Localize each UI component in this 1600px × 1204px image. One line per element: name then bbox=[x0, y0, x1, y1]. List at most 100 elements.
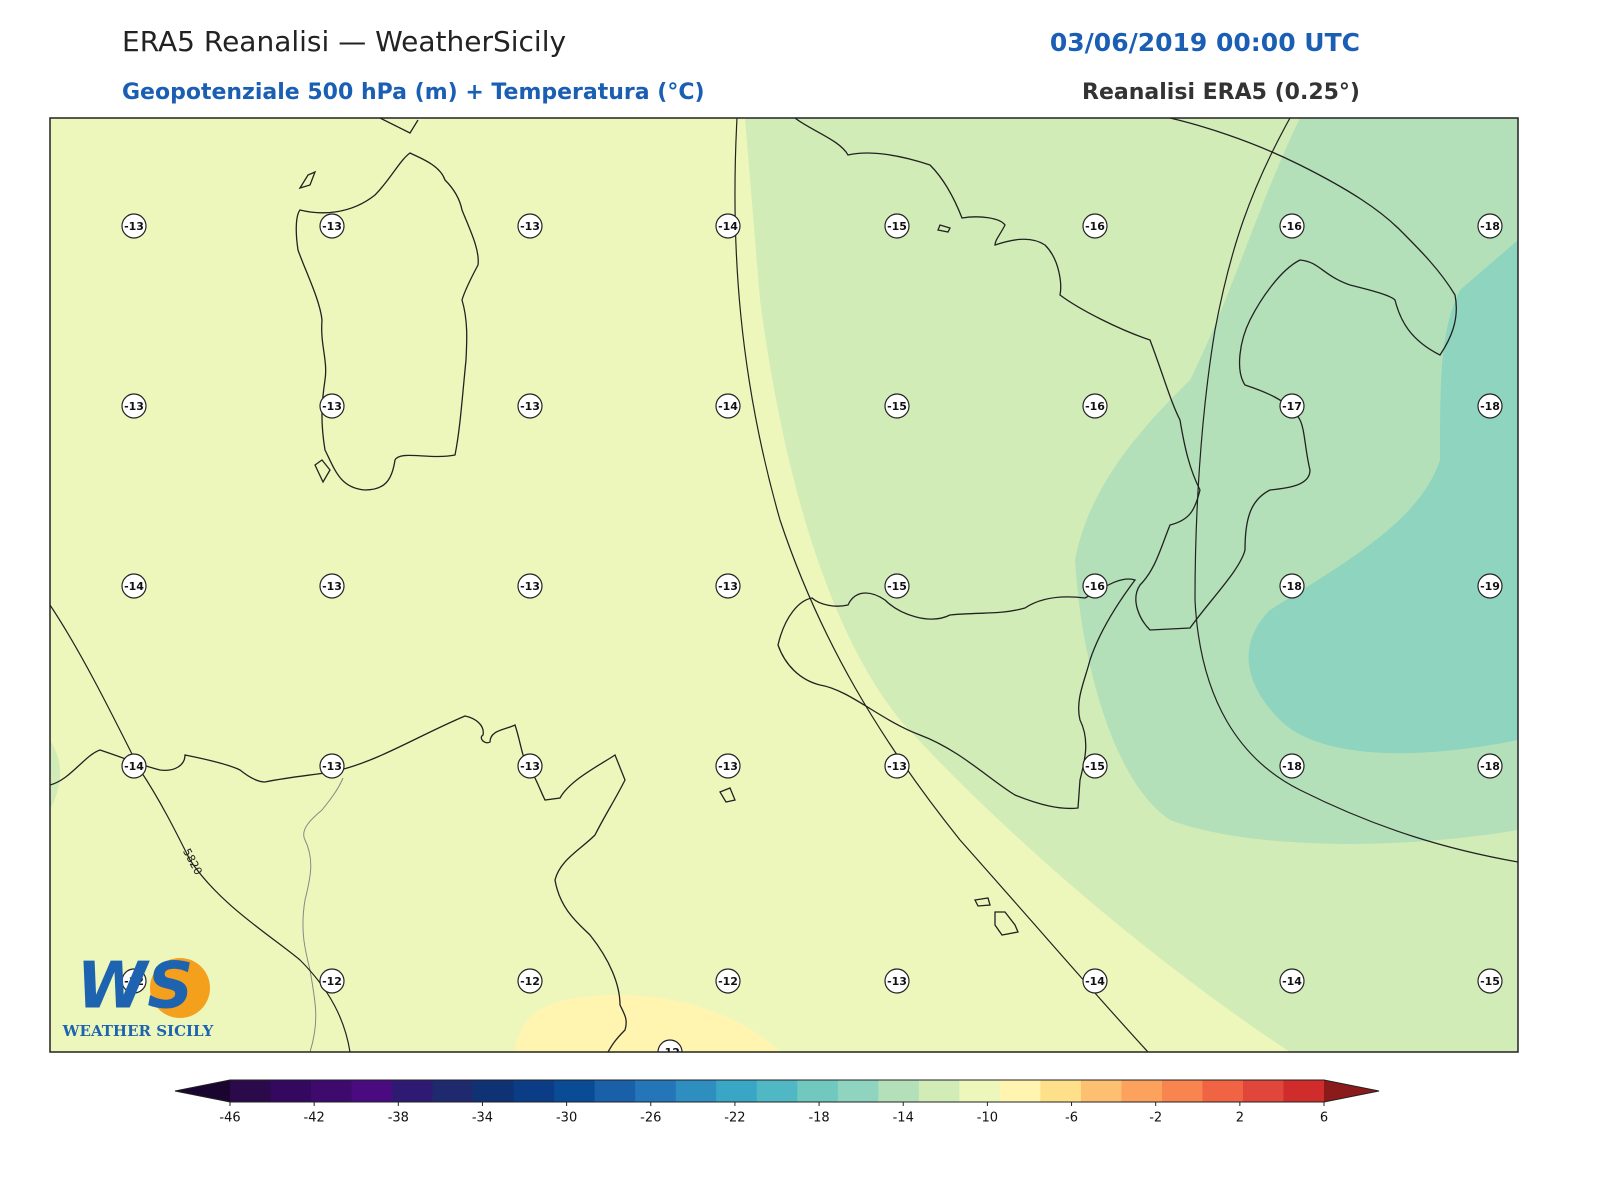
colorbar-segment bbox=[1283, 1080, 1325, 1102]
station-marker bbox=[1082, 968, 1108, 994]
border bbox=[302, 777, 344, 1052]
colorbar-tick-label: -26 bbox=[640, 1111, 661, 1126]
logo: WS WEATHER SICILY bbox=[62, 950, 214, 1040]
colorbar-segment bbox=[392, 1080, 434, 1102]
coast-sardinia bbox=[295, 118, 479, 491]
colorbar-segment bbox=[1161, 1080, 1203, 1102]
station-marker bbox=[319, 393, 345, 419]
station-marker bbox=[1477, 393, 1503, 419]
station-value: -17 bbox=[1282, 400, 1302, 413]
colorbar-tick-label: -10 bbox=[977, 1111, 998, 1126]
shading-edge bbox=[50, 740, 61, 810]
station-marker bbox=[1082, 393, 1108, 419]
station-value: -13 bbox=[322, 760, 342, 773]
contour-line bbox=[734, 118, 1149, 1052]
station-marker bbox=[1082, 213, 1108, 239]
station-marker bbox=[121, 968, 147, 994]
colorbar-segment bbox=[635, 1080, 677, 1102]
colorbar-segment bbox=[270, 1080, 312, 1102]
station-value: -12 bbox=[124, 975, 144, 988]
station-value: -12 bbox=[718, 975, 738, 988]
station-marker bbox=[715, 968, 741, 994]
colorbar-over bbox=[1324, 1080, 1379, 1102]
station-marker bbox=[517, 753, 543, 779]
colorbar-segment bbox=[1202, 1080, 1244, 1102]
station-value: -12 bbox=[322, 975, 342, 988]
station-value: -12 bbox=[520, 975, 540, 988]
station-marker bbox=[1477, 968, 1503, 994]
station-value: -14 bbox=[718, 220, 738, 233]
station-marker bbox=[715, 393, 741, 419]
shading-yellow bbox=[515, 995, 780, 1052]
station-marker bbox=[1279, 573, 1305, 599]
station-value: -14 bbox=[124, 580, 144, 593]
source: Reanalisi ERA5 (0.25°) bbox=[1082, 80, 1360, 105]
colorbar-tick-label: -2 bbox=[1149, 1111, 1162, 1126]
colorbar-segment bbox=[1121, 1080, 1163, 1102]
subtitle: Geopotenziale 500 hPa (m) + Temperatura … bbox=[122, 80, 705, 105]
station-value: -13 bbox=[718, 760, 738, 773]
station-value: -15 bbox=[1480, 975, 1500, 988]
station-value: -13 bbox=[520, 400, 540, 413]
colorbar-segment bbox=[432, 1080, 474, 1102]
station-marker bbox=[121, 213, 147, 239]
station-marker bbox=[1477, 753, 1503, 779]
station-marker bbox=[884, 573, 910, 599]
colorbar-segment bbox=[797, 1080, 839, 1102]
coast-small-islands bbox=[719, 224, 1019, 936]
coast-sicily bbox=[777, 578, 1137, 810]
colorbar-tick-label: -42 bbox=[304, 1111, 325, 1126]
station-value: -16 bbox=[1085, 220, 1105, 233]
station-value: -12 bbox=[660, 1046, 680, 1059]
station-marker bbox=[517, 393, 543, 419]
station-value: -18 bbox=[1480, 760, 1500, 773]
station-marker bbox=[319, 968, 345, 994]
station-marker bbox=[121, 393, 147, 419]
colorbar-segment bbox=[756, 1080, 798, 1102]
station-value: -19 bbox=[1480, 580, 1500, 593]
station-marker bbox=[319, 753, 345, 779]
date: 03/06/2019 00:00 UTC bbox=[1050, 28, 1360, 57]
station-value: -13 bbox=[322, 220, 342, 233]
map-frame bbox=[49, 117, 1519, 1053]
station-value: -13 bbox=[124, 220, 144, 233]
colorbar-segment bbox=[311, 1080, 353, 1102]
colorbar-tick-label: -46 bbox=[219, 1111, 240, 1126]
station-value: -13 bbox=[887, 760, 907, 773]
station-marker bbox=[1477, 213, 1503, 239]
colorbar-tick-label: -18 bbox=[808, 1111, 829, 1126]
colorbar-segment bbox=[837, 1080, 879, 1102]
colorbar-tick-label: -38 bbox=[388, 1111, 409, 1126]
colorbar-segment bbox=[351, 1080, 393, 1102]
colorbar-tick-label: -22 bbox=[724, 1111, 745, 1126]
station-marker bbox=[1477, 573, 1503, 599]
station-marker bbox=[517, 213, 543, 239]
station-value: -13 bbox=[124, 400, 144, 413]
colorbar-segment bbox=[918, 1080, 960, 1102]
station-value: -15 bbox=[887, 400, 907, 413]
station-value: -16 bbox=[1282, 220, 1302, 233]
station-marker bbox=[884, 393, 910, 419]
colorbar: -46 -42 -38 -34 -30 -26 -22 -18 -14 -10 -6 -2 2 6 bbox=[174, 1079, 1380, 1126]
contour-line bbox=[1194, 118, 1518, 863]
station-marker bbox=[1279, 753, 1305, 779]
station-marker bbox=[884, 213, 910, 239]
station-value: -18 bbox=[1480, 400, 1500, 413]
station-value: -13 bbox=[718, 580, 738, 593]
colorbar-segment bbox=[675, 1080, 717, 1102]
station-value: -13 bbox=[887, 975, 907, 988]
station-marker bbox=[715, 753, 741, 779]
station-value: -15 bbox=[887, 580, 907, 593]
station-marker bbox=[1279, 213, 1305, 239]
colorbar-segment bbox=[230, 1080, 272, 1102]
logo-letters: WS bbox=[77, 950, 194, 1024]
station-value: -18 bbox=[1480, 220, 1500, 233]
title: ERA5 Reanalisi — WeatherSicily bbox=[122, 25, 566, 58]
coast-italy bbox=[794, 118, 1457, 631]
station-marker bbox=[517, 573, 543, 599]
colorbar-tick-label: -34 bbox=[472, 1111, 493, 1126]
colorbar-segment bbox=[513, 1080, 555, 1102]
contour-line bbox=[50, 604, 351, 1052]
station-value: -13 bbox=[520, 760, 540, 773]
